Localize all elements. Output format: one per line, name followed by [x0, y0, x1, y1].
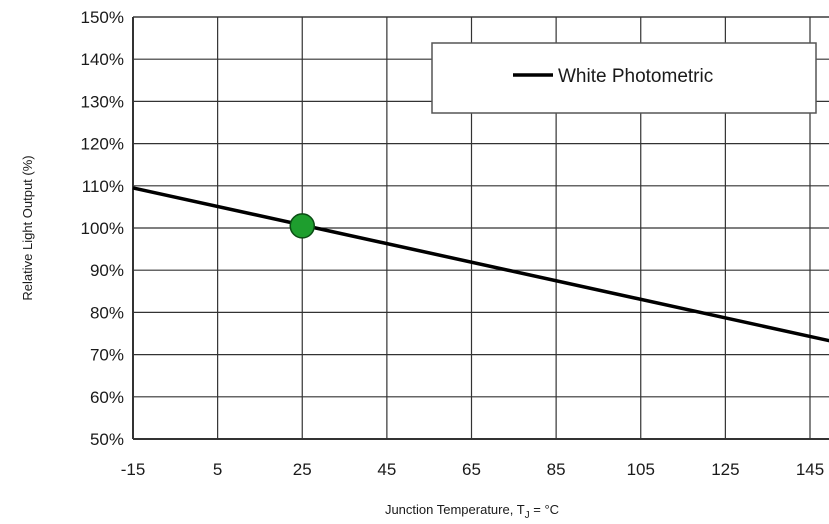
- series-layer: [132, 186, 829, 343]
- y-tick-label: 70%: [90, 346, 124, 365]
- y-tick-label: 150%: [81, 8, 124, 27]
- y-tick-label: 80%: [90, 303, 124, 322]
- y-tick-label: 140%: [81, 50, 124, 69]
- x-tick-label: 45: [377, 460, 396, 479]
- x-tick-label: 65: [462, 460, 481, 479]
- y-tick-label: 100%: [81, 219, 124, 238]
- y-axis-title: Relative Light Output (%): [20, 155, 35, 300]
- y-tick-label: 60%: [90, 388, 124, 407]
- legend-label: White Photometric: [558, 66, 713, 87]
- x-tick-label: 145: [796, 460, 824, 479]
- x-tick-label: 105: [627, 460, 655, 479]
- y-tick-label: 90%: [90, 261, 124, 280]
- x-axis-title-suffix: = °C: [530, 502, 559, 517]
- y-tick-labels: 50% 60% 70% 80% 90% 100% 110% 120% 130% 140% 150%: [81, 8, 124, 449]
- x-tick-label: -15: [121, 460, 146, 479]
- legend: White Photometric: [431, 42, 817, 114]
- x-tick-labels: -15 5 25 45 65 85 105 125 145: [121, 460, 824, 479]
- y-tick-label: 130%: [81, 92, 124, 111]
- highlight-point: [289, 213, 315, 239]
- y-tick-label: 120%: [81, 135, 124, 154]
- x-axis-title-subscript: J: [525, 510, 530, 521]
- y-tick-label: 110%: [82, 177, 124, 196]
- x-tick-label: 125: [711, 460, 739, 479]
- y-tick-label: 50%: [90, 430, 124, 449]
- x-axis-title: Junction Temperature, TJ = °C: [385, 502, 559, 521]
- series-line-white-photometric: [132, 186, 829, 343]
- legend-box: [431, 42, 817, 114]
- x-tick-label: 85: [547, 460, 566, 479]
- x-tick-label: 5: [213, 460, 222, 479]
- x-tick-label: 25: [293, 460, 312, 479]
